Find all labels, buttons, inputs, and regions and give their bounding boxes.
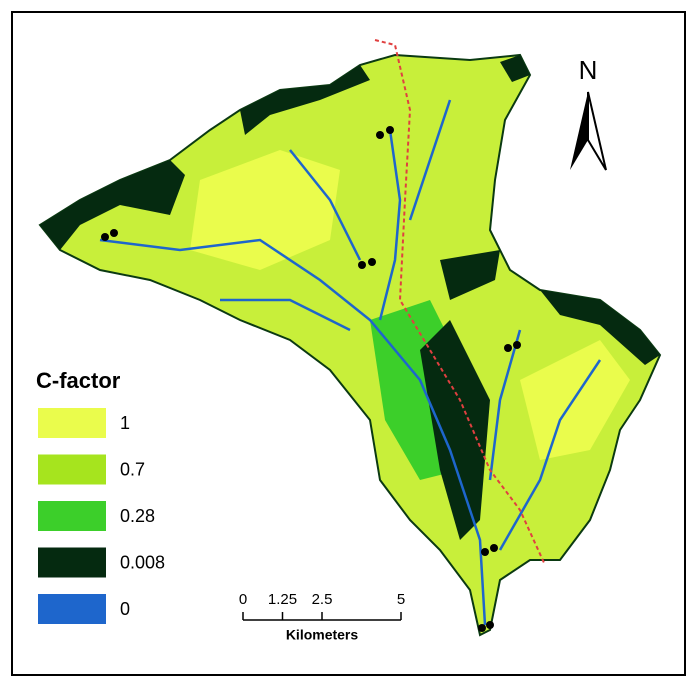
scale-label: 0 xyxy=(239,591,247,608)
settlement xyxy=(513,341,521,349)
scale-label: 2.5 xyxy=(312,591,333,608)
light-zone xyxy=(190,150,340,270)
dark-zone xyxy=(500,55,530,82)
settlement xyxy=(358,261,366,269)
watershed xyxy=(38,39,662,637)
settlement xyxy=(386,126,394,134)
legend: 1 0.7 0.28 0.008 0 xyxy=(38,408,165,624)
river xyxy=(289,149,362,261)
light-zone xyxy=(520,340,630,460)
legend-label: 1 xyxy=(120,413,130,433)
river xyxy=(378,129,402,321)
rivers xyxy=(99,99,602,626)
settlements xyxy=(101,126,521,632)
settlement xyxy=(101,233,109,241)
river xyxy=(408,99,452,221)
dark-zone xyxy=(420,320,490,540)
legend-swatch xyxy=(38,547,106,578)
legend-swatch xyxy=(38,408,106,438)
dark-zone xyxy=(540,290,660,365)
legend-label: 0.008 xyxy=(120,552,165,572)
arrow-left xyxy=(570,92,588,170)
north-arrow: N xyxy=(570,55,607,171)
legend-swatch xyxy=(38,454,106,485)
river xyxy=(220,298,351,332)
legend-label: 0.7 xyxy=(120,459,145,479)
north-label: N xyxy=(579,55,598,85)
settlement xyxy=(368,258,376,266)
settlement xyxy=(478,624,486,632)
river xyxy=(99,238,487,626)
river xyxy=(498,359,602,551)
settlement xyxy=(504,344,512,352)
legend-label: 0 xyxy=(120,599,130,619)
scale-label: 1.25 xyxy=(268,591,297,608)
scale-label: 5 xyxy=(397,591,405,608)
legend-title: C-factor xyxy=(36,368,121,393)
river xyxy=(488,329,522,481)
scale-bar: 0 1.25 2.5 5 Kilometers xyxy=(239,591,405,643)
settlement xyxy=(490,544,498,552)
dark-zone xyxy=(40,160,185,250)
legend-label: 0.28 xyxy=(120,506,155,526)
settlement xyxy=(110,229,118,237)
settlement xyxy=(486,621,494,629)
settlement xyxy=(376,131,384,139)
settlement xyxy=(481,548,489,556)
legend-swatch xyxy=(38,501,106,531)
legend-swatch xyxy=(38,594,106,624)
scale-unit: Kilometers xyxy=(286,627,359,643)
dark-zone xyxy=(440,250,500,300)
arrow-right xyxy=(587,91,607,171)
dark-zone xyxy=(240,65,370,135)
